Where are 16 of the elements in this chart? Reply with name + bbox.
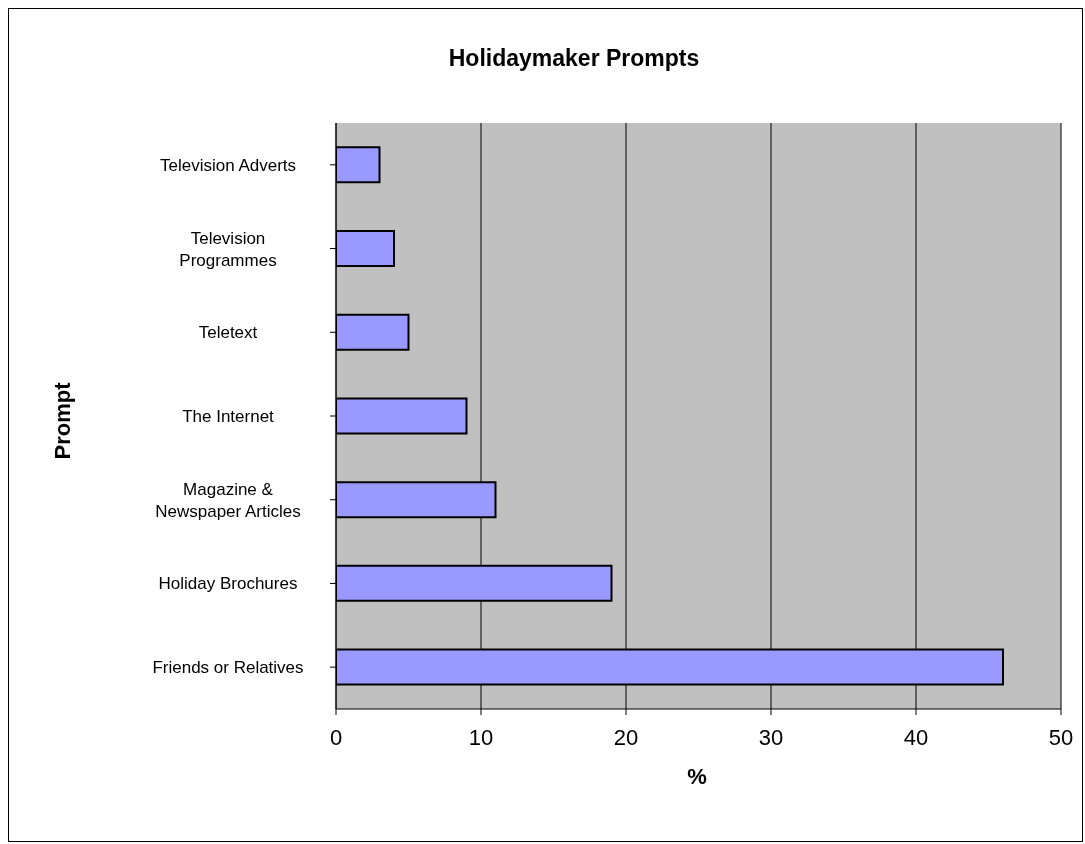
chart-title: Holidaymaker Prompts	[447, 45, 701, 72]
x-axis-title: %	[687, 764, 707, 790]
y-tick-label: Friends or Relatives	[152, 658, 304, 678]
y-tick-label: Teletext	[198, 323, 258, 343]
x-tick-label: 20	[613, 724, 639, 750]
y-tick-label: Television Programmes	[179, 228, 277, 270]
x-tick-label: 50	[1048, 724, 1074, 750]
y-axis-title: Prompt	[50, 382, 76, 460]
x-tick-label: 0	[329, 724, 343, 750]
x-tick-label: 30	[758, 724, 784, 750]
x-tick-label: 10	[468, 724, 494, 750]
y-tick-label: Holiday Brochures	[158, 574, 298, 594]
y-tick-label: The Internet	[182, 406, 275, 426]
y-tick-label: Television Adverts	[159, 155, 297, 175]
y-tick-label: Magazine & Newspaper Articles	[155, 479, 301, 521]
x-tick-label: 40	[903, 724, 929, 750]
